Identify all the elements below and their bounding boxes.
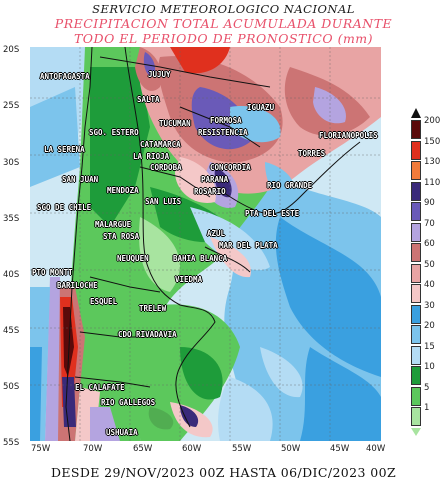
map-header: SERVICIO METEOROLOGICO NACIONAL PRECIPIT… — [0, 0, 447, 46]
lon-label-60w: 60W — [182, 444, 202, 454]
city-label: BARILOCHE — [57, 281, 98, 290]
legend-bottom-arrow — [411, 427, 421, 436]
legend-swatch — [411, 386, 421, 406]
city-label: TUCUMAN — [159, 119, 191, 128]
city-label: CONCORDIA — [210, 163, 251, 172]
lon-label-75w: 75W — [31, 444, 51, 454]
city-label: SGO DE CHILE — [37, 203, 92, 212]
legend-value-label: 50 — [424, 259, 435, 270]
legend-swatch — [411, 345, 421, 365]
legend-swatch — [411, 263, 421, 283]
city-label: ANTOFAGASTA — [40, 72, 90, 81]
city-label: ESQUEL — [90, 297, 118, 306]
lat-label-40s: 40S — [3, 270, 20, 280]
city-label: USHUAIA — [106, 428, 138, 437]
lat-label-45s: 45S — [3, 326, 20, 336]
legend-swatch — [411, 120, 421, 139]
legend-swatch — [411, 222, 421, 242]
product-title: PRECIPITACION TOTAL ACUMULADA DURANTE — [54, 16, 393, 31]
lat-label-25s: 25S — [3, 101, 20, 111]
city-label: FORMOSA — [210, 116, 242, 125]
city-label: TORRES — [298, 149, 326, 158]
legend-value-label: 15 — [424, 341, 435, 352]
lon-label-70w: 70W — [83, 444, 103, 454]
lat-label-55s: 55S — [3, 438, 20, 448]
city-label: TRELEW — [139, 304, 167, 313]
legend-swatch — [411, 407, 421, 426]
precipitation-field — [30, 47, 381, 441]
city-label: SGO. ESTERO — [89, 128, 139, 137]
city-label: EL CALAFATE — [75, 383, 125, 392]
city-label: MENDOZA — [107, 186, 139, 195]
city-label: CDO RIVADAVIA — [118, 330, 177, 339]
legend-value-label: 200 — [424, 116, 441, 126]
legend-value-label: 70 — [424, 218, 435, 229]
legend-swatch — [411, 284, 421, 303]
legend-swatch — [411, 304, 421, 324]
legend-value-label: 5 — [424, 382, 430, 393]
lat-label-30s: 30S — [3, 158, 20, 168]
city-label: SAN LUIS — [145, 197, 182, 206]
city-label: MAR DEL PLATA — [219, 241, 278, 250]
city-label: BAHIA BLANCA — [173, 254, 228, 263]
legend-swatch — [411, 202, 421, 221]
legend-value-label: 150 — [424, 136, 441, 147]
city-label: PARANA — [201, 175, 229, 184]
precipitation-map — [30, 47, 381, 441]
city-label: IGUAZU — [247, 103, 275, 112]
city-label: FLORIANOPOLIS — [319, 131, 378, 140]
legend-value-label: 1 — [424, 403, 430, 413]
city-label: PTA DEL ESTE — [245, 209, 300, 218]
city-label: SALTA — [137, 95, 160, 104]
legend-value-label: 110 — [424, 177, 441, 188]
city-label: STA ROSA — [103, 232, 140, 241]
city-label: CORDOBA — [150, 163, 182, 172]
legend-swatch — [411, 181, 421, 201]
legend-value-label: 60 — [424, 239, 435, 249]
lon-label-55w: 55W — [232, 444, 252, 454]
lat-label-20s: 20S — [3, 45, 20, 55]
lon-label-50w: 50W — [281, 444, 301, 454]
city-label: VIEDMA — [175, 275, 203, 284]
city-label: PTO MONTT — [32, 268, 73, 277]
product-subtitle: TODO EL PERIODO DE PRONOSTICO (mm) — [73, 31, 374, 46]
forecast-period: DESDE 29/NOV/2023 00Z HASTA 06/DIC/2023 … — [50, 465, 397, 480]
legend-value-label: 90 — [424, 198, 435, 208]
city-label: MALARGUE — [95, 220, 132, 229]
lon-label-40w: 40W — [366, 444, 386, 454]
lat-label-50s: 50S — [3, 382, 20, 392]
legend-swatch — [411, 140, 421, 160]
city-label: AZUL — [207, 229, 226, 238]
city-label: NEUQUEN — [117, 254, 149, 263]
legend-value-label: 30 — [424, 300, 435, 311]
lat-label-35s: 35S — [3, 214, 20, 224]
legend-swatch — [411, 243, 421, 262]
legend-value-label: 20 — [424, 321, 435, 331]
lon-label-45w: 45W — [330, 444, 350, 454]
legend-swatch — [411, 325, 421, 344]
city-label: RESISTENCIA — [198, 128, 248, 137]
city-label: LA SERENA — [44, 145, 85, 154]
legend-top-arrow — [411, 108, 421, 118]
legend-swatch — [411, 366, 421, 385]
city-label: CATAMARCA — [140, 140, 181, 149]
city-label: SAN JUAN — [62, 175, 99, 184]
city-label: ROSARIO — [194, 187, 226, 196]
legend-value-label: 130 — [424, 157, 441, 167]
city-label: RIO GRANDE — [267, 181, 313, 190]
agency-title: SERVICIO METEOROLOGICO NACIONAL — [92, 2, 355, 16]
lon-label-65w: 65W — [133, 444, 153, 454]
legend-value-label: 10 — [424, 362, 435, 372]
legend-swatch — [411, 161, 421, 180]
city-label: LA RIOJA — [133, 152, 170, 161]
legend-value-label: 40 — [424, 280, 435, 290]
city-label: JUJUY — [148, 70, 171, 79]
city-label: RIO GALLEGOS — [101, 398, 156, 407]
